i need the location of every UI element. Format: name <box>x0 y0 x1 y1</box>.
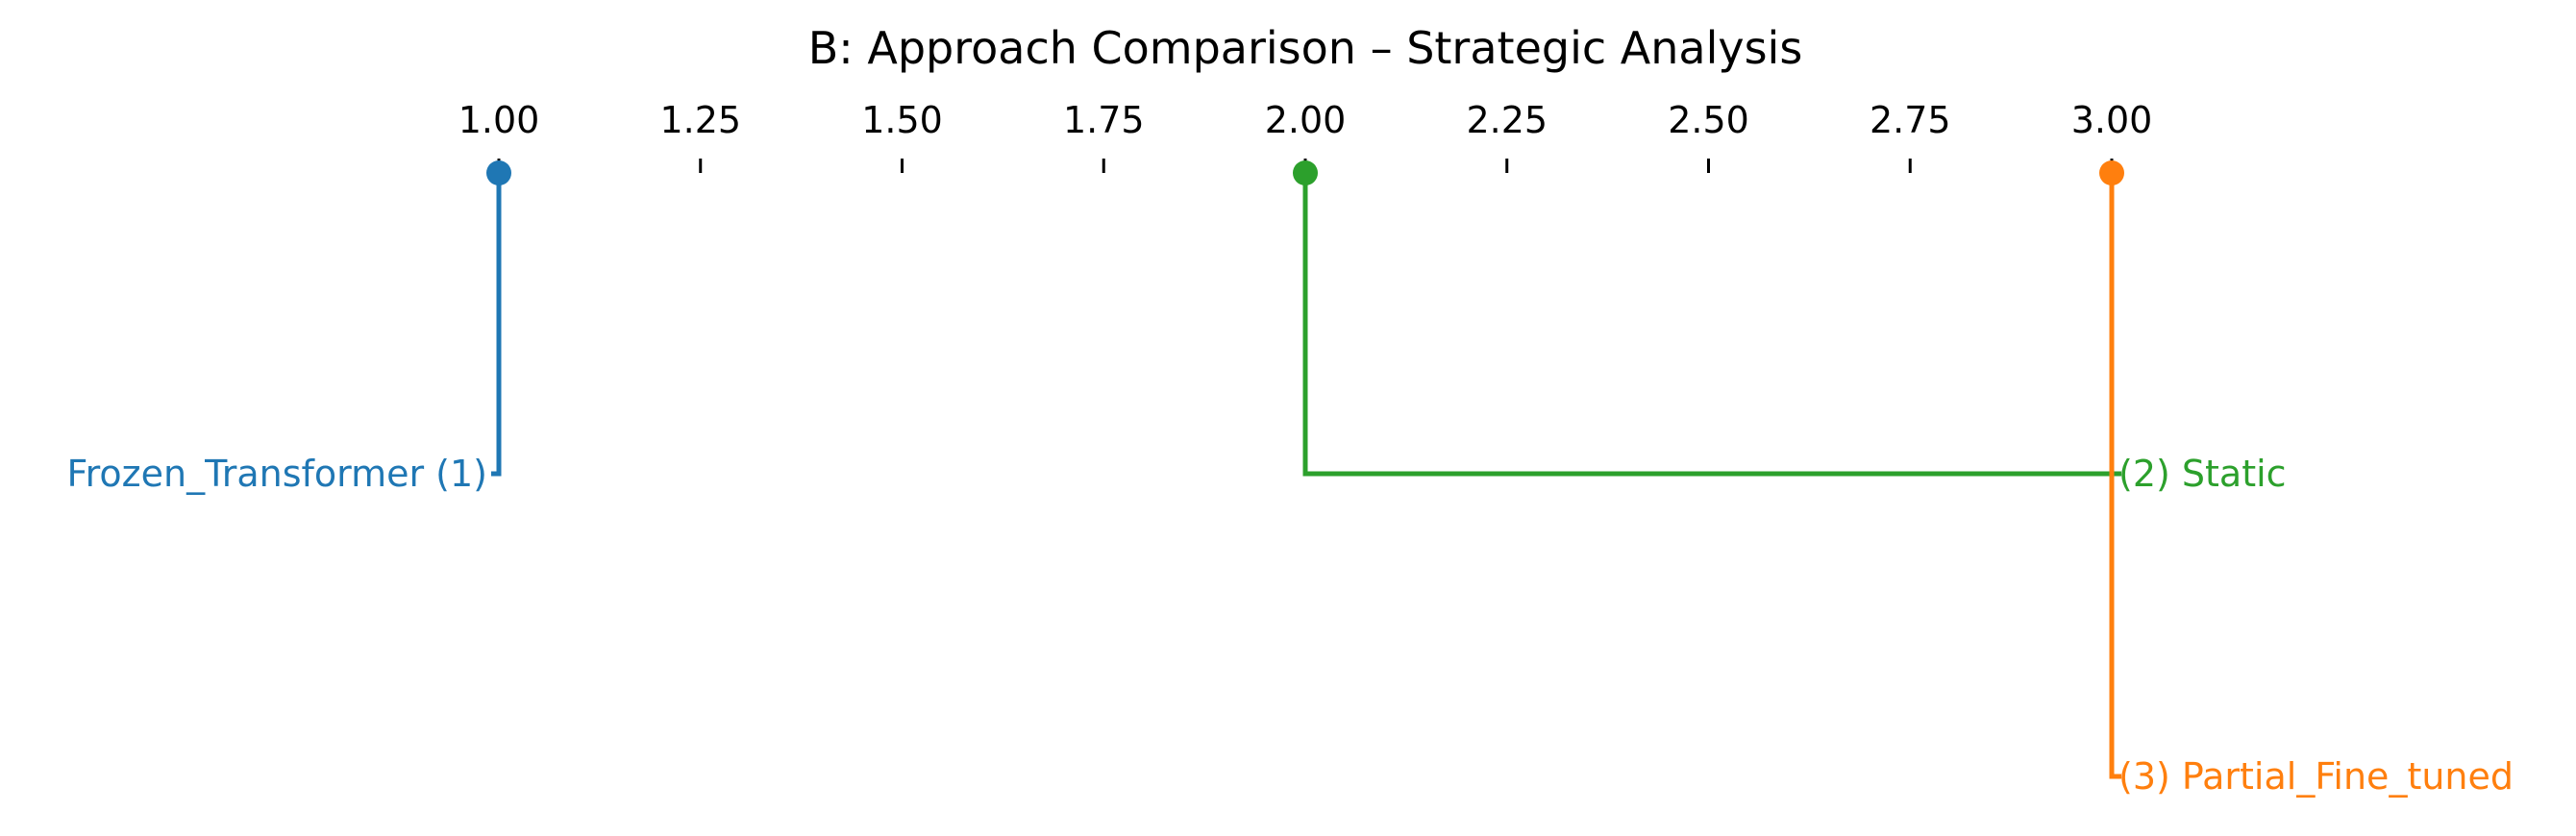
axis-tick-label: 1.25 <box>659 99 741 141</box>
axis-tick-label: 1.75 <box>1063 99 1145 141</box>
axis-tick-label: 1.00 <box>458 99 540 141</box>
rank-point <box>486 160 511 185</box>
axis-tick-label: 1.50 <box>861 99 943 141</box>
method-partial-fine-tuned: (3) Partial_Fine_tuned <box>2099 160 2514 798</box>
method-label: Frozen_Transformer (1) <box>67 453 487 495</box>
axis-tick-label: 2.00 <box>1265 99 1347 141</box>
method-static: (2) Static <box>1293 160 2287 495</box>
chart-title: B: Approach Comparison – Strategic Analy… <box>808 22 1803 74</box>
rank-connector-line <box>1302 173 2121 477</box>
rank-point <box>1293 160 1318 185</box>
axis-tick-label: 2.75 <box>1870 99 1951 141</box>
axis-tick-label: 2.50 <box>1668 99 1749 141</box>
rank-point <box>2099 160 2124 185</box>
method-markers: Frozen_Transformer (1) (2) Static (3) Part… <box>67 160 2514 798</box>
axis-tick-label: 2.25 <box>1466 99 1548 141</box>
axis-tick-label: 3.00 <box>2071 99 2153 141</box>
method-label: (3) Partial_Fine_tuned <box>2118 755 2514 798</box>
method-label: (2) Static <box>2118 453 2287 495</box>
axis-ticks: 1.00 1.25 1.50 1.75 2.00 2.25 2.50 2.75 3.00 <box>458 99 2153 173</box>
rank-connector-line <box>2109 173 2121 779</box>
rank-connector-line <box>491 173 502 477</box>
method-frozen-transformer: Frozen_Transformer (1) <box>67 160 511 495</box>
